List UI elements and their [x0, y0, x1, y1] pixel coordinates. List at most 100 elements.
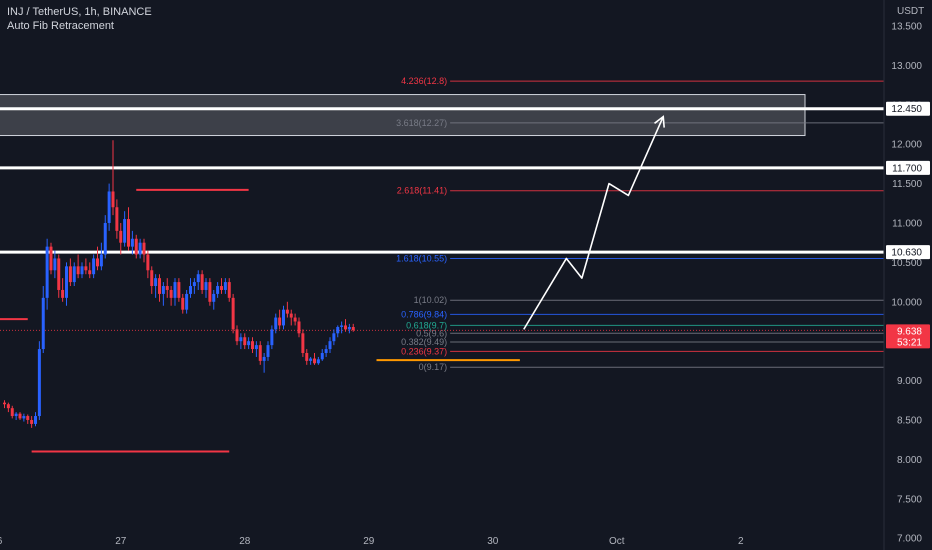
time-tick-3: 29 [363, 536, 375, 547]
candle-body-73 [285, 309, 289, 314]
candle-body-25 [99, 254, 103, 267]
price-tick-0: 13.500 [891, 22, 922, 33]
candle-body-12 [49, 246, 53, 271]
candle-body-35 [138, 242, 142, 255]
level-tag-2: 10.630 [891, 248, 922, 259]
last-price-tag-bg [886, 324, 930, 349]
candle-body-44 [173, 282, 177, 298]
last-price-tag: 9.638 [897, 326, 922, 337]
projection-path [523, 116, 664, 330]
time-axis[interactable]: 26 27 28 29 30 Oct 2 [0, 536, 744, 547]
time-tick-0: 26 [0, 536, 3, 547]
price-tick-3: 12.000 [891, 140, 922, 151]
time-tick-4: 30 [487, 536, 499, 547]
candle-body-28 [111, 191, 115, 208]
candle-body-76 [297, 321, 301, 334]
candle-body-8 [34, 416, 37, 424]
candle-body-62 [243, 337, 247, 346]
candle-body-23 [92, 258, 96, 275]
candle-body-34 [134, 238, 138, 255]
price-tick-9: 9.000 [897, 376, 922, 387]
candle-body-71 [278, 317, 282, 326]
candle-body-69 [270, 329, 274, 346]
candle-body-1 [6, 404, 10, 409]
candle-body-80 [313, 358, 316, 364]
candle-body-18 [72, 266, 76, 283]
candle-body-54 [212, 293, 216, 302]
projection-arrowhead [654, 115, 665, 128]
fib-levels-layer: 4.236(12.8) 3.618(12.27) 2.618(11.41) 1.618… [396, 76, 884, 372]
zone-box-layer [0, 94, 806, 137]
candle-body-22 [88, 270, 92, 275]
candle-body-50 [196, 274, 200, 283]
candle-body-64 [251, 341, 254, 350]
candle-body-52 [204, 282, 208, 290]
candle-body-0 [3, 402, 6, 405]
candle-body-47 [185, 293, 189, 310]
candle-body-70 [274, 317, 278, 330]
fib-label-8: 0.382(9.49) [401, 337, 447, 347]
fib-label-3: 1.618(10.55) [396, 253, 447, 263]
price-axis[interactable]: USDT13.50013.00012.50012.00011.50011.000… [883, 0, 932, 550]
price-tick-1: 13.000 [891, 61, 922, 72]
level-tag-1: 11.700 [892, 163, 922, 174]
fib-label-4: 1(10.02) [414, 295, 448, 305]
price-tick-11: 8.000 [897, 455, 922, 466]
candle-body-15 [61, 289, 65, 298]
candle-body-88 [344, 325, 347, 330]
symbol-line[interactable]: INJ / TetherUS, 1h, BINANCE [7, 6, 152, 18]
candle-body-49 [192, 282, 196, 287]
candle-body-89 [347, 327, 351, 330]
candle-body-77 [301, 333, 305, 354]
level-tag-bg-2 [886, 245, 930, 260]
price-tick-6: 10.500 [891, 258, 922, 269]
candle-body-81 [316, 359, 320, 364]
level-tag-bg-1 [886, 160, 930, 175]
price-tick-7: 10.000 [891, 297, 922, 308]
candle-body-31 [123, 219, 127, 243]
candle-body-78 [305, 353, 309, 361]
horizontal-levels-layer [0, 107, 884, 331]
time-tick-2: 28 [239, 536, 251, 547]
candle-body-72 [282, 309, 285, 326]
price-axis-bg [884, 0, 932, 550]
candle-body-79 [309, 358, 313, 361]
candle-body-66 [258, 345, 262, 361]
candle-body-38 [150, 270, 154, 287]
fib-label-7: 0.5(9.6) [416, 328, 447, 338]
price-tick-4: 11.500 [892, 179, 922, 190]
indicator-name[interactable]: Auto Fib Retracement [7, 20, 114, 32]
candle-body-60 [235, 329, 239, 342]
level-tag-bg-0 [886, 101, 930, 116]
candle-body-30 [119, 230, 123, 243]
fib-label-0: 4.236(12.8) [401, 76, 447, 86]
candle-body-51 [200, 274, 204, 290]
candle-body-6 [26, 416, 30, 420]
last-price-countdown: 53:21 [897, 337, 922, 348]
fib-label-6: 0.618(9.7) [406, 320, 447, 330]
candle-body-24 [96, 258, 99, 267]
candle-body-20 [80, 266, 84, 275]
projection-layer [523, 115, 665, 330]
time-tick-6: 2 [738, 536, 744, 547]
candle-body-40 [158, 278, 161, 294]
fib-label-10: 0(9.17) [419, 362, 448, 372]
candle-body-5 [22, 416, 26, 419]
candle-body-39 [154, 278, 158, 287]
candle-body-4 [18, 413, 22, 419]
time-tick-1: 27 [115, 536, 127, 547]
candle-body-27 [107, 191, 111, 223]
candle-body-61 [239, 337, 243, 342]
candle-body-13 [53, 258, 57, 271]
candles-layer [3, 140, 355, 428]
candle-body-85 [332, 333, 336, 342]
candle-body-29 [115, 207, 119, 231]
candle-body-3 [14, 413, 18, 417]
candle-body-41 [161, 286, 165, 294]
level-tag-0: 12.450 [891, 104, 922, 115]
candle-body-45 [177, 282, 181, 298]
price-tick-10: 8.500 [897, 415, 922, 426]
candle-body-68 [266, 345, 270, 357]
